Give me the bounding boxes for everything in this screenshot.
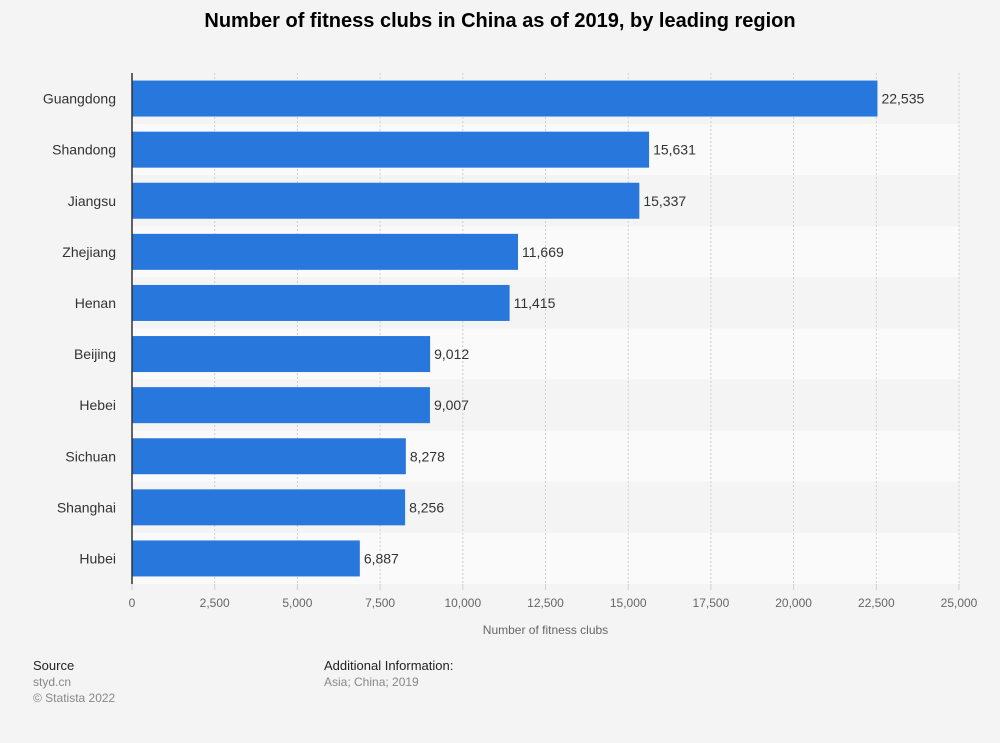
tick-label: 0 (129, 596, 136, 610)
tick-label: 25,000 (941, 596, 978, 610)
value-label: 9,012 (434, 346, 469, 362)
tick-label: 10,000 (444, 596, 481, 610)
category-label: Henan (75, 295, 116, 311)
category-label: Hebei (79, 397, 116, 413)
category-label: Zhejiang (62, 244, 116, 260)
value-label: 15,631 (653, 142, 696, 158)
bar (132, 387, 430, 424)
tick-label: 15,000 (610, 596, 647, 610)
tick-label: 20,000 (775, 596, 812, 610)
category-label: Sichuan (65, 448, 116, 464)
bar (132, 233, 519, 270)
source-heading: Source (33, 658, 75, 673)
additional-info-heading: Additional Information: (324, 658, 454, 673)
source-block: Source styd.cn © Statista 2022 (33, 658, 115, 706)
tick-label: 17,500 (693, 596, 730, 610)
category-label: Shanghai (57, 499, 116, 515)
tick-label: 2,500 (200, 596, 230, 610)
additional-info-text: Asia; China; 2019 (324, 675, 419, 689)
value-label: 22,535 (881, 91, 924, 107)
value-label: 8,278 (410, 448, 445, 464)
value-label: 6,887 (364, 550, 399, 566)
bar (132, 540, 360, 577)
chart-title: Number of fitness clubs in China as of 2… (204, 10, 796, 32)
additional-info-block: Additional Information: Asia; China; 201… (324, 658, 453, 690)
bar (132, 80, 878, 117)
category-label: Beijing (74, 346, 116, 362)
value-label: 9,007 (434, 397, 469, 413)
source-name[interactable]: styd.cn (33, 675, 72, 689)
value-label: 11,669 (522, 244, 564, 260)
value-label: 8,256 (409, 499, 444, 515)
value-label: 11,415 (514, 295, 556, 311)
category-label: Guangdong (43, 91, 116, 107)
tick-label: 12,500 (527, 596, 564, 610)
copyright: © Statista 2022 (33, 691, 116, 705)
tick-label: 7,500 (365, 596, 395, 610)
bar (132, 182, 640, 219)
category-label: Hubei (79, 550, 116, 566)
x-axis-title: Number of fitness clubs (483, 623, 608, 637)
category-label: Jiangsu (68, 193, 116, 209)
tick-label: 5,000 (282, 596, 312, 610)
tick-label: 22,500 (858, 596, 895, 610)
bar (132, 131, 650, 168)
category-label: Shandong (52, 142, 116, 158)
bar (132, 284, 510, 321)
bar (132, 336, 431, 373)
bar (132, 489, 406, 526)
bar (132, 438, 406, 475)
value-label: 15,337 (643, 193, 686, 209)
